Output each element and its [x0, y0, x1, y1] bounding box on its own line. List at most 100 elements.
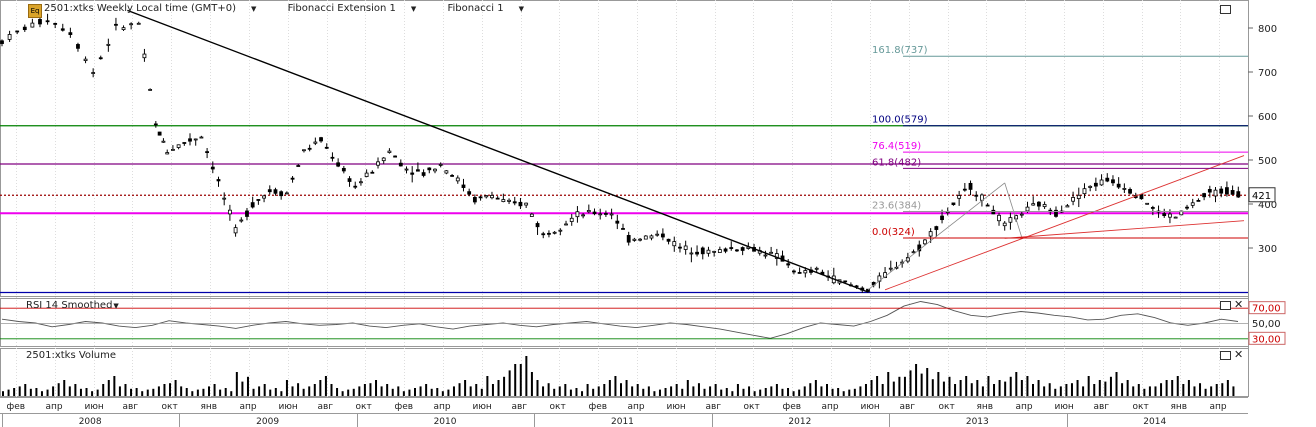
- study-fib-extension[interactable]: Fibonacci Extension 1 ▼: [287, 3, 417, 14]
- month-tick-label: окт: [356, 402, 372, 412]
- maximize-rsi-panel-icon[interactable]: [1220, 301, 1231, 310]
- volume-bar: [1221, 383, 1224, 396]
- volume-bar: [1043, 386, 1046, 396]
- volume-bar: [714, 384, 717, 396]
- candle-body: [547, 232, 551, 235]
- volume-bar: [787, 388, 790, 396]
- volume-bar: [1076, 380, 1079, 396]
- candle-body: [205, 151, 210, 154]
- volume-bar: [1087, 376, 1090, 396]
- volume-bar: [208, 386, 210, 396]
- month-tick-label: окт: [550, 402, 566, 412]
- maximize-volume-panel-icon[interactable]: [1220, 351, 1231, 360]
- candle-body: [962, 188, 967, 191]
- chart-header: 2501:xtks Weekly Local time (GMT+0) ▼ Fib…: [44, 3, 552, 14]
- volume-bar: [842, 391, 845, 396]
- volume-bar: [603, 384, 606, 396]
- volume-bar: [686, 380, 689, 396]
- candle-body: [1150, 207, 1155, 209]
- volume-bar: [414, 388, 416, 396]
- close-volume-panel-icon[interactable]: ✕: [1234, 348, 1244, 361]
- volume-bar: [965, 376, 968, 396]
- candle-body: [319, 137, 323, 142]
- volume-bar: [347, 389, 350, 396]
- candle-body: [444, 170, 449, 174]
- volume-bar: [63, 380, 66, 396]
- study-fibonacci[interactable]: Fibonacci 1 ▼: [447, 3, 524, 14]
- candle-body: [233, 227, 238, 234]
- volume-bar: [948, 376, 951, 396]
- volume-bar: [725, 388, 728, 396]
- candle-body: [888, 267, 893, 270]
- dropdown-arrow-icon[interactable]: ▼: [113, 302, 119, 310]
- candle-body: [592, 211, 597, 215]
- candle-body: [518, 201, 523, 207]
- maximize-price-panel-icon[interactable]: [1220, 5, 1231, 14]
- volume-bar: [831, 388, 834, 396]
- volume-bar: [993, 384, 996, 396]
- volume-bar: [625, 380, 628, 396]
- candle-body: [740, 247, 745, 251]
- equity-badge-icon[interactable]: Eq: [28, 4, 42, 18]
- volume-bar: [185, 388, 188, 396]
- volume-bar: [68, 386, 71, 396]
- volume-bar: [352, 388, 355, 396]
- rsi-title[interactable]: RSI 14 Smoothed▼: [26, 300, 119, 311]
- volume-bar: [375, 380, 378, 396]
- volume-bar: [369, 383, 372, 396]
- volume-bar: [536, 380, 539, 396]
- candle-body: [188, 138, 192, 142]
- month-tick-label: окт: [744, 402, 760, 412]
- volume-bar: [7, 389, 10, 396]
- volume-bar: [837, 388, 840, 396]
- candle-body: [991, 209, 996, 215]
- volume-bar: [1009, 376, 1012, 396]
- volume-bar: [1032, 384, 1034, 396]
- volume-bar: [770, 386, 773, 396]
- dropdown-arrow-icon[interactable]: ▼: [410, 5, 417, 13]
- candle-body: [153, 123, 158, 126]
- candle-body: [1219, 188, 1224, 194]
- close-rsi-panel-icon[interactable]: ✕: [1234, 298, 1244, 311]
- candle-body: [1019, 213, 1024, 216]
- dropdown-arrow-icon[interactable]: ▼: [251, 5, 257, 13]
- symbol-label[interactable]: 2501:xtks Weekly Local time (GMT+0) ▼: [44, 3, 257, 14]
- candle-body: [586, 210, 591, 213]
- volume-bar: [981, 386, 984, 396]
- volume-bar: [1104, 381, 1107, 396]
- volume-bar: [1070, 383, 1073, 396]
- candle-body: [569, 217, 574, 222]
- volume-bar: [1210, 386, 1213, 396]
- volume-bar: [876, 376, 879, 396]
- volume-bar: [814, 380, 817, 396]
- candle-body: [723, 248, 728, 252]
- volume-bar: [302, 388, 305, 396]
- candle-body: [364, 172, 369, 177]
- volume-bar: [703, 388, 706, 396]
- dropdown-arrow-icon[interactable]: ▼: [518, 5, 524, 13]
- candle-body: [129, 23, 134, 26]
- volume-bar: [597, 386, 600, 396]
- candle-body: [490, 195, 494, 199]
- volume-bar: [1121, 383, 1124, 396]
- month-tick-label: июн: [85, 402, 104, 412]
- volume-bar: [1109, 376, 1112, 396]
- candle-body: [438, 164, 443, 166]
- volume-bar: [553, 388, 556, 396]
- candle-body: [381, 157, 386, 162]
- candle-body: [615, 220, 620, 224]
- volume-bar: [658, 389, 661, 396]
- volume-bar: [887, 372, 890, 396]
- volume-bar: [425, 384, 428, 396]
- candle-body: [484, 195, 489, 198]
- volume-bar: [408, 389, 411, 396]
- candle-body: [467, 191, 472, 195]
- candle-body: [512, 201, 517, 204]
- candle-body: [1202, 193, 1207, 198]
- volume-bar: [308, 386, 311, 396]
- volume-bar: [525, 356, 528, 396]
- volume-bar: [542, 386, 545, 396]
- volume-bar: [853, 388, 856, 396]
- candle-body: [951, 202, 956, 206]
- volume-bar: [447, 389, 450, 396]
